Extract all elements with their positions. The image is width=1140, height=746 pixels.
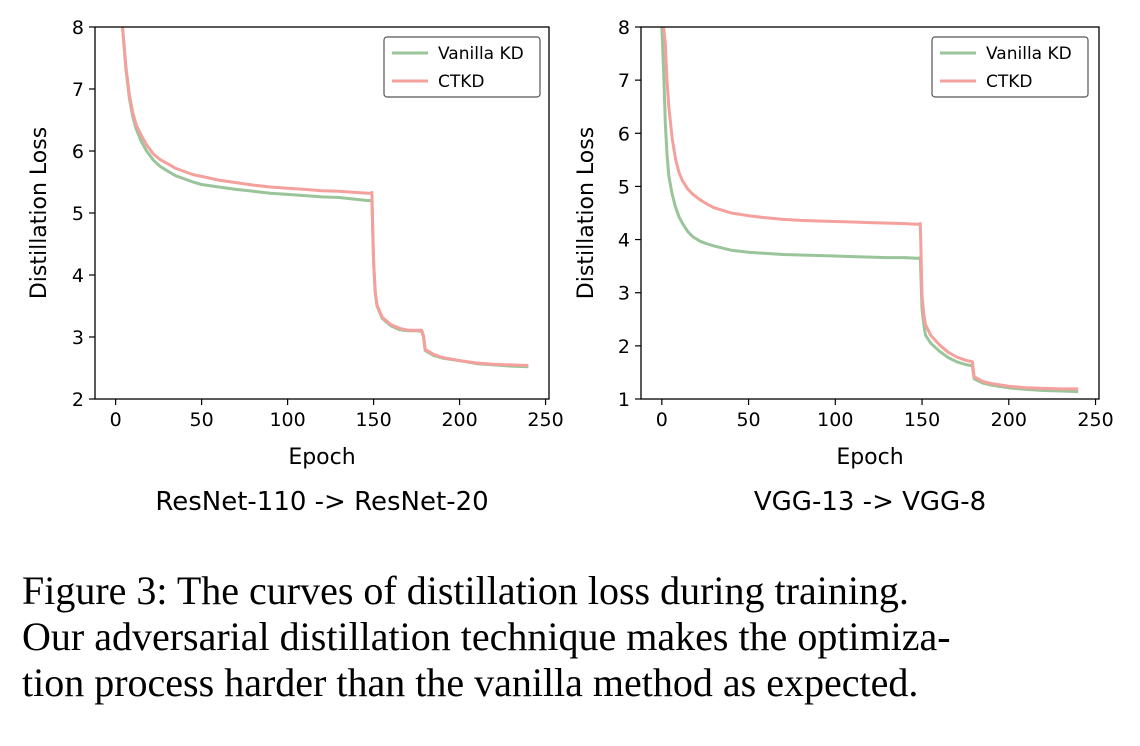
x-tick-label: 200 [991, 409, 1027, 431]
y-tick-label: 6 [72, 141, 84, 163]
legend-entry: CTKD [986, 72, 1033, 92]
plot-frame [640, 26, 1100, 400]
y-tick-label: 8 [618, 17, 630, 39]
caption-line-1: Figure 3: The curves of distillation los… [22, 568, 909, 613]
y-tick-label: 5 [618, 176, 630, 198]
chart-subtitle: VGG-13 -> VGG-8 [754, 487, 986, 517]
x-tick-label: 250 [1077, 409, 1113, 431]
caption-line-3: tion process harder than the vanilla met… [22, 660, 919, 705]
y-tick-label: 7 [72, 79, 84, 101]
x-tick-label: 200 [441, 409, 477, 431]
y-tick-label: 7 [618, 70, 630, 92]
y-tick-label: 6 [618, 123, 630, 145]
y-tick-label: 4 [72, 265, 84, 287]
caption-line-2: Our adversarial distillation technique m… [22, 614, 951, 659]
y-tick-label: 2 [618, 336, 630, 358]
x-tick-label: 50 [736, 409, 760, 431]
chart-subtitle: ResNet-110 -> ResNet-20 [155, 487, 488, 517]
series-line-ctkd [121, 27, 529, 367]
y-tick-label: 8 [72, 17, 84, 39]
chart-legend: Vanilla KD CTKD [931, 36, 1089, 98]
x-tick-label: 150 [355, 409, 391, 431]
figure-canvas: 0 50 100 150 200 2502345678EpochDistillation … [27, 17, 1114, 517]
x-tick-label: 150 [904, 409, 940, 431]
figure-caption: Figure 3: The curves of distillation los… [22, 568, 1132, 706]
chart-legend: Vanilla KD CTKD [383, 36, 541, 98]
x-tick-label: 0 [110, 409, 122, 431]
legend-entry: CTKD [438, 72, 485, 92]
x-tick-label: 100 [269, 409, 305, 431]
legend-entry: Vanilla KD [438, 44, 524, 64]
x-tick-label: 50 [190, 409, 214, 431]
x-axis-label: Epoch [836, 445, 903, 470]
x-tick-label: 0 [656, 409, 668, 431]
chart-panel-resnet: 0 50 100 150 200 250 2 3 4 5 6 7 8 Epoch Distillation … [27, 17, 564, 517]
y-tick-label: 4 [618, 230, 630, 252]
x-tick-label: 250 [527, 409, 563, 431]
y-axis-label: Distillation Loss [574, 127, 599, 299]
series-line-ctkd [662, 27, 1079, 391]
y-tick-label: 1 [618, 389, 630, 411]
x-axis-label: Epoch [288, 445, 355, 470]
chart-panel-vgg: 0 50 100 150 200 250 1 2 3 4 5 6 7 8 Epoch Distillation… [574, 17, 1114, 517]
x-tick-label: 100 [817, 409, 853, 431]
y-tick-label: 3 [618, 283, 630, 305]
y-axis-label: Distillation Loss [27, 127, 52, 299]
y-tick-label: 5 [72, 203, 84, 225]
y-tick-label: 3 [72, 327, 84, 349]
legend-entry: Vanilla KD [986, 44, 1072, 64]
y-tick-label: 2 [72, 389, 84, 411]
